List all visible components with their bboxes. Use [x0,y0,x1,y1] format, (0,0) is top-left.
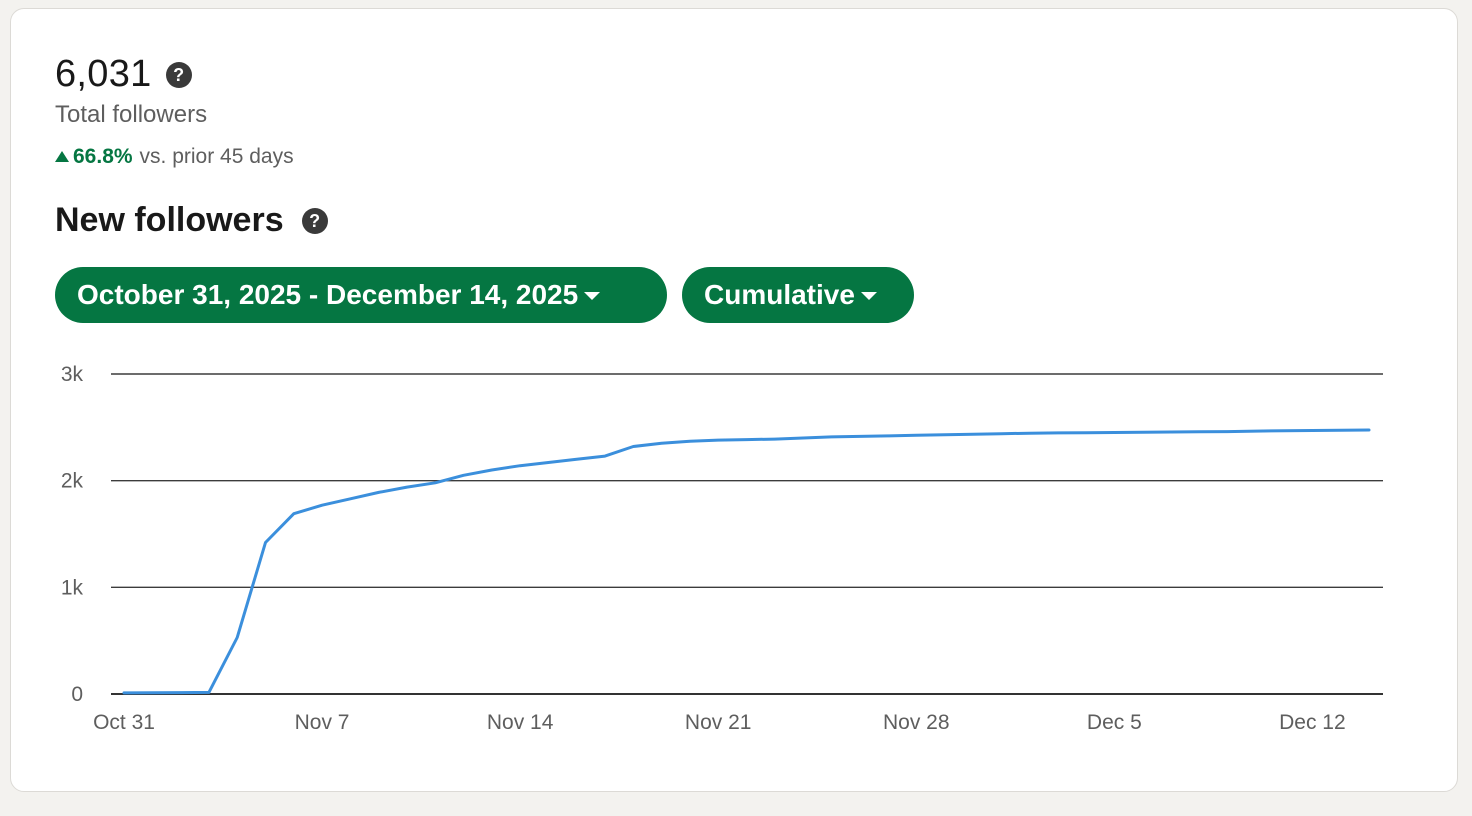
y-tick-label: 0 [71,683,83,706]
mode-label: Cumulative [704,279,855,310]
date-range-dropdown[interactable]: October 31, 2025 - December 14, 2025 [55,267,667,323]
follower-change: 66.8% vs. prior 45 days [55,145,294,169]
total-followers-row: 6,031 ? [55,53,192,96]
x-tick-label: Nov 14 [487,711,554,734]
series-line[interactable] [122,428,1371,695]
y-tick-label: 3k [61,363,84,386]
date-range-label: October 31, 2025 - December 14, 2025 [77,279,579,310]
question-circle-icon[interactable]: ? [301,207,328,234]
x-tick-label: Nov 28 [883,711,950,734]
total-followers-value: 6,031 [55,53,152,95]
section-title: New followers [55,201,284,239]
cumulative-dropdown[interactable]: Cumulative [682,267,914,323]
y-tick-label: 2k [61,470,84,493]
change-comparison-label: vs. prior 45 days [139,145,294,168]
new-followers-chart: 0 1k 2k 3k Oct 31 Nov 7 Nov 14 Nov 21 Nov 28 Dec … [61,363,1383,734]
x-tick-label: Dec 5 [1087,711,1142,734]
question-circle-icon[interactable]: ? [165,61,192,88]
total-followers-label: Total followers [55,101,208,128]
followers-card: 6,031 ? Total followers 66.8% vs. prior … [10,8,1458,792]
x-tick-label: Oct 31 [93,711,155,734]
x-tick-label: Nov 21 [685,711,752,734]
caret-down-icon [584,292,601,300]
x-tick-label: Nov 7 [295,711,350,734]
x-tick-label: Dec 12 [1279,711,1346,734]
new-followers-header: New followers ? [55,201,328,240]
caret-down-icon [860,292,877,300]
change-percent: 66.8% [73,145,133,168]
y-tick-label: 1k [61,576,84,599]
trend-up-icon [55,150,69,162]
